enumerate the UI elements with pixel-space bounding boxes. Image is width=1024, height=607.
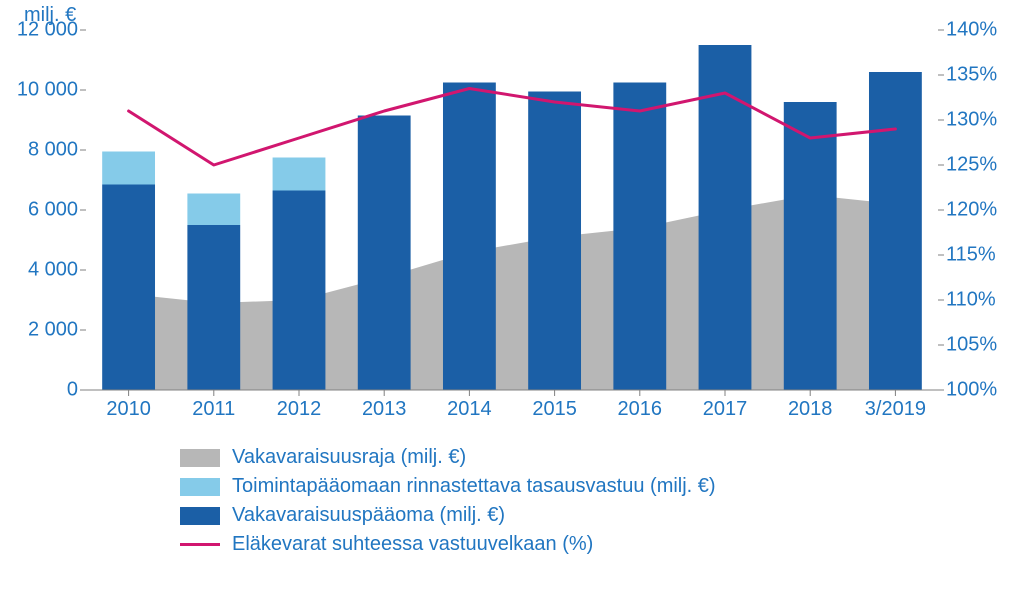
- y-left-tick-label: 6 000: [0, 199, 78, 222]
- y-left-tick-label: 12 000: [0, 19, 78, 42]
- legend-item: Vakavaraisuuspääoma (milj. €): [180, 504, 880, 527]
- y-right-tick-label: 140%: [946, 19, 1024, 42]
- chart-container: milj. € 02 0004 0006 0008 00010 00012 00…: [0, 0, 1024, 607]
- y-left-tick-label: 10 000: [0, 79, 78, 102]
- x-tick-label: 3/2019: [865, 398, 926, 421]
- bar-vakavaraisuuspaaoma: [443, 83, 496, 391]
- legend-label: Eläkevarat suhteessa vastuuvelkaan (%): [232, 533, 593, 556]
- bar-tasausvastuu: [187, 194, 240, 226]
- y-right-axis-labels: 100% 105% 110% 115% 120% 125% 130% 135% 140%: [938, 0, 1024, 420]
- bar-vakavaraisuuspaaoma: [273, 191, 326, 391]
- plot-area: [86, 30, 938, 390]
- y-right-tick-label: 105%: [946, 334, 1024, 357]
- x-tick-label: 2015: [532, 398, 577, 421]
- legend-label: Vakavaraisuuspääoma (milj. €): [232, 504, 505, 527]
- bar-vakavaraisuuspaaoma: [102, 185, 155, 391]
- y-right-tick-label: 130%: [946, 109, 1024, 132]
- bar-tasausvastuu: [102, 152, 155, 185]
- y-right-tick-label: 120%: [946, 199, 1024, 222]
- legend-label: Toimintapääomaan rinnastettava tasausvas…: [232, 475, 716, 498]
- legend-item: Vakavaraisuusraja (milj. €): [180, 446, 880, 469]
- y-left-tick-label: 4 000: [0, 259, 78, 282]
- y-left-tick-label: 0: [0, 379, 78, 402]
- area-vakavaraisuusraja: [129, 195, 896, 390]
- legend-color-swatch: [180, 507, 220, 525]
- x-tick-label: 2016: [618, 398, 663, 421]
- x-tick-label: 2011: [192, 398, 235, 421]
- bar-vakavaraisuuspaaoma: [869, 72, 922, 390]
- legend-item: Eläkevarat suhteessa vastuuvelkaan (%): [180, 533, 880, 556]
- y-left-axis-labels: 0 2 000 4 000 6 000 8 000 10 000 12 000: [0, 0, 86, 420]
- x-tick-label: 2013: [362, 398, 407, 421]
- y-right-tick-label: 135%: [946, 64, 1024, 87]
- y-right-tick-label: 115%: [946, 244, 1024, 267]
- bar-vakavaraisuuspaaoma: [187, 225, 240, 390]
- bar-vakavaraisuuspaaoma: [358, 116, 411, 391]
- y-right-tick-label: 125%: [946, 154, 1024, 177]
- y-left-tick-label: 8 000: [0, 139, 78, 162]
- y-left-tick-label: 2 000: [0, 319, 78, 342]
- x-tick-label: 2014: [447, 398, 492, 421]
- bar-vakavaraisuuspaaoma: [784, 102, 837, 390]
- legend-label: Vakavaraisuusraja (milj. €): [232, 446, 466, 469]
- y-right-tick-label: 110%: [946, 289, 1024, 312]
- legend-line-swatch: [180, 543, 220, 546]
- x-tick-label: 2012: [277, 398, 322, 421]
- x-tick-label: 2010: [106, 398, 151, 421]
- x-axis-labels: 2010 2011 2012 2013 2014 2015 2016 2017 2018 3/20…: [86, 398, 938, 428]
- line-elakevarat: [129, 89, 896, 166]
- x-tick-label: 2017: [703, 398, 748, 421]
- y-right-tick-label: 100%: [946, 379, 1024, 402]
- bar-vakavaraisuuspaaoma: [613, 83, 666, 391]
- plot-svg: [86, 30, 938, 390]
- legend: Vakavaraisuusraja (milj. €) Toimintapääom…: [180, 440, 880, 562]
- legend-color-swatch: [180, 449, 220, 467]
- bar-tasausvastuu: [273, 158, 326, 191]
- bar-vakavaraisuuspaaoma: [528, 92, 581, 391]
- x-tick-label: 2018: [788, 398, 833, 421]
- legend-item: Toimintapääomaan rinnastettava tasausvas…: [180, 475, 880, 498]
- legend-color-swatch: [180, 478, 220, 496]
